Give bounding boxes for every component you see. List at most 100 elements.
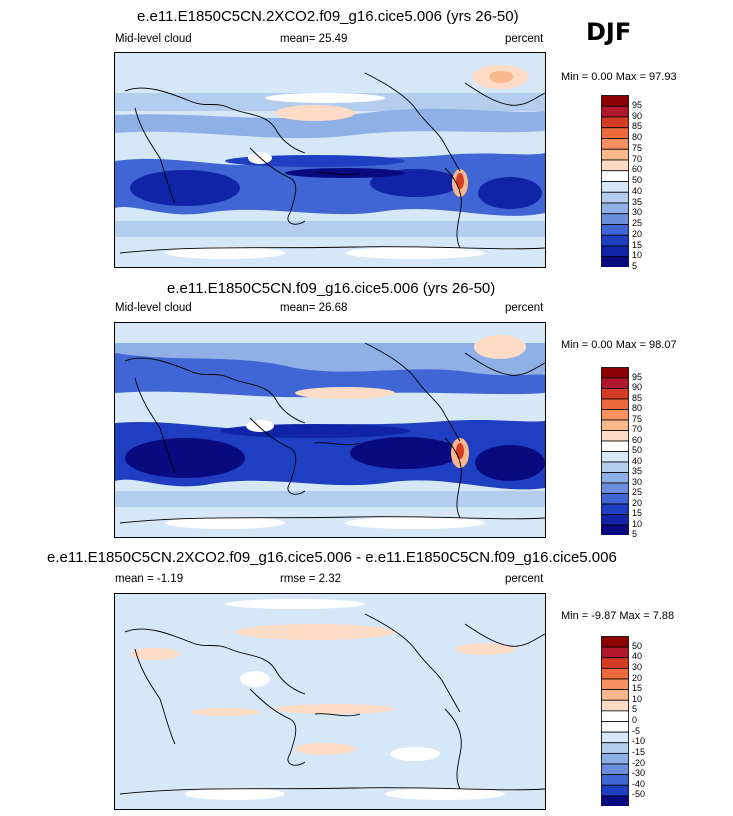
colorbar-tick-label: 50: [632, 445, 643, 455]
colorbar-tick-label: 30: [632, 476, 643, 487]
panel-3-minmax: Min = -9.87 Max = 7.88: [561, 610, 675, 622]
colorbar-box: [601, 202, 629, 215]
colorbar-tick-label: 15: [632, 239, 643, 250]
colorbar-box: [601, 752, 629, 765]
colorbar-box: [601, 377, 629, 389]
colorbar-box: [601, 148, 629, 161]
colorbar-box: [601, 398, 629, 410]
colorbar-tick-label: 25: [632, 487, 643, 497]
colorbar-tick-label: 75: [632, 142, 643, 153]
colorbar-tick-label: -10: [632, 736, 646, 747]
panel-3-map: [114, 593, 546, 810]
panel-3-title: e.e11.E1850C5CN.2XCO2.f09_g16.cice5.006 …: [47, 549, 617, 566]
panel-2-minmax: Min = 0.00 Max = 98.07: [561, 339, 677, 351]
colorbar-box: [601, 234, 629, 247]
colorbar-tick-label: 40: [632, 455, 643, 466]
panel-2-map: [114, 322, 546, 538]
colorbar-box: [601, 482, 629, 494]
panel-1-units-label: percent: [505, 33, 544, 45]
panel-3-contour-plot: [115, 594, 545, 809]
colorbar-tick-label: 30: [632, 207, 643, 218]
panel-1-mean-label: mean= 25.49: [280, 33, 348, 45]
colorbar-tick-label: 60: [632, 434, 643, 445]
colorbar-tick-label: 20: [632, 672, 643, 683]
colorbar-box: [601, 170, 629, 182]
colorbar-box: [601, 224, 629, 236]
colorbar-box: [601, 493, 629, 505]
colorbar-tick-label: 90: [632, 382, 643, 392]
colorbar-tick-label: 75: [632, 413, 643, 424]
colorbar-tick-label: 70: [632, 424, 643, 434]
panel-3-colorbar-labels: 50 40 30 20 15 10 5 0 -5 -10 -15 -20 -30 -40 -50: [629, 636, 669, 806]
panel-1-colorbar-labels: 95 90 85 80 75 70 60 50 40 35 30 25 20 15 10 5: [629, 95, 669, 271]
colorbar-tick-label: 50: [632, 640, 643, 651]
colorbar-box: [601, 181, 629, 193]
panel-1-minmax: Min = 0.00 Max = 97.93: [561, 71, 677, 83]
colorbar-tick-label: 5: [632, 704, 638, 715]
colorbar-box: [601, 514, 629, 526]
colorbar-box: [601, 95, 629, 107]
colorbar-box: [601, 774, 629, 786]
colorbar-box: [601, 667, 629, 680]
colorbar-box: [601, 710, 629, 722]
panel-1-field-label: Mid-level cloud: [115, 33, 192, 45]
colorbar-tick-label: 90: [632, 110, 643, 121]
colorbar-box: [601, 105, 629, 118]
panel-2-colorbar: [601, 367, 629, 535]
panel-1-colorbar: [601, 95, 629, 267]
colorbar-tick-label: 10: [632, 250, 643, 261]
colorbar-box: [601, 636, 629, 648]
colorbar-box: [601, 461, 629, 473]
colorbar-tick-label: 15: [632, 683, 643, 694]
colorbar-tick-label: 20: [632, 497, 643, 508]
colorbar-tick-label: 30: [632, 661, 643, 672]
season-label: DJF: [586, 18, 632, 46]
colorbar-tick-label: -15: [632, 746, 646, 757]
colorbar-box: [601, 430, 629, 442]
colorbar-box: [601, 245, 629, 258]
colorbar-tick-label: 60: [632, 164, 643, 175]
colorbar-tick-label: 85: [632, 121, 643, 132]
colorbar-box: [601, 138, 629, 150]
panel-2-mean-label: mean= 26.68: [280, 302, 348, 314]
colorbar-tick-label: 80: [632, 132, 643, 142]
panel-2-contour-plot: [115, 323, 545, 537]
colorbar-box: [601, 451, 629, 463]
colorbar-box: [601, 419, 629, 431]
colorbar-box: [601, 503, 629, 515]
colorbar-tick-label: 35: [632, 466, 643, 476]
colorbar-box: [601, 191, 629, 204]
panel-2-field-label: Mid-level cloud: [115, 302, 192, 314]
colorbar-tick-label: 35: [632, 196, 643, 207]
colorbar-tick-label: 40: [632, 185, 643, 196]
panel-3-rmse-label: rmse = 2.32: [280, 573, 342, 585]
colorbar-box: [601, 657, 629, 669]
colorbar-tick-label: 70: [632, 153, 643, 164]
colorbar-box: [601, 409, 629, 421]
colorbar-box: [601, 127, 629, 139]
panel-3-mean-label: mean = -1.19: [115, 573, 184, 585]
panel-2-colorbar-labels: 95 90 85 80 75 70 60 50 40 35 30 25 20 15 10 5: [629, 367, 669, 540]
colorbar-tick-label: 5: [632, 529, 638, 539]
colorbar-tick-label: -30: [632, 768, 646, 779]
colorbar-tick-label: -5: [632, 725, 641, 736]
colorbar-tick-label: 15: [632, 508, 643, 518]
colorbar-box: [601, 159, 629, 172]
panel-2-title: e.e11.E1850C5CN.f09_g16.cice5.006 (yrs 2…: [167, 280, 496, 297]
colorbar-tick-label: 10: [632, 693, 643, 704]
colorbar-box: [601, 367, 629, 379]
colorbar-box: [601, 742, 629, 754]
panel-1-contour-plot: [115, 53, 545, 267]
colorbar-box: [601, 388, 629, 400]
colorbar-box: [601, 440, 629, 452]
colorbar-box: [601, 784, 629, 797]
colorbar-box: [601, 763, 629, 776]
colorbar-box: [601, 795, 629, 806]
colorbar-tick-label: 50: [632, 175, 643, 185]
panel-1-map: [114, 52, 546, 268]
colorbar-tick-label: 20: [632, 228, 643, 239]
colorbar-box: [601, 689, 629, 701]
colorbar-tick-label: 95: [632, 99, 643, 110]
panel-1-title: e.e11.E1850C5CN.2XCO2.f09_g16.cice5.006 …: [137, 8, 519, 25]
colorbar-box: [601, 699, 629, 712]
